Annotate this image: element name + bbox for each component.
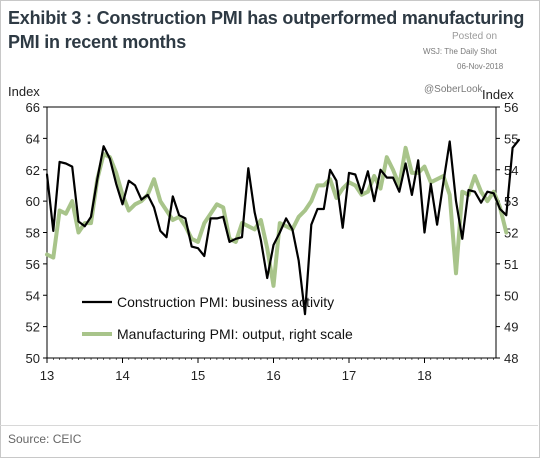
left-tick-label: 54 [26,288,40,303]
right-tick-label: 51 [504,257,518,272]
legend-label: Construction PMI: business activity [117,294,334,310]
right-tick-label: 48 [504,351,518,366]
publisher-label: WSJ: The Daily Shot [423,47,497,56]
right-tick-label: 56 [504,100,518,115]
left-tick-label: 60 [26,194,40,209]
footer-divider [0,425,538,426]
x-tick-label: 14 [115,368,129,383]
chart-title: Exhibit 3 : Construction PMI has outperf… [8,8,525,52]
right-tick-label: 50 [504,288,518,303]
author-handle: @SoberLook [424,84,483,95]
left-tick-label: 58 [26,226,40,241]
left-tick-label: 56 [26,257,40,272]
left-axis-title: Index [8,84,40,99]
left-tick-label: 64 [26,131,40,146]
left-tick-label: 66 [26,100,40,115]
x-tick-label: 15 [191,368,205,383]
plot-area-border [46,106,497,359]
source-note: Source: CEIC [8,432,82,446]
x-tick-label: 13 [40,368,54,383]
right-tick-label: 49 [504,320,518,335]
legend-label: Manufacturing PMI: output, right scale [117,326,353,342]
x-tick-label: 17 [342,368,356,383]
right-tick-label: 52 [504,226,518,241]
posted-date: 06-Nov-2018 [457,62,504,71]
right-axis-title: Index [482,87,514,102]
construction-pmi-line [45,138,521,316]
left-tick-label: 50 [26,351,40,366]
right-tick-label: 55 [504,131,518,146]
left-tick-label: 62 [26,163,40,178]
x-tick-label: 18 [417,368,431,383]
left-tick-label: 52 [26,320,40,335]
posted-on-label: Posted on [452,31,498,42]
x-tick-label: 16 [266,368,280,383]
